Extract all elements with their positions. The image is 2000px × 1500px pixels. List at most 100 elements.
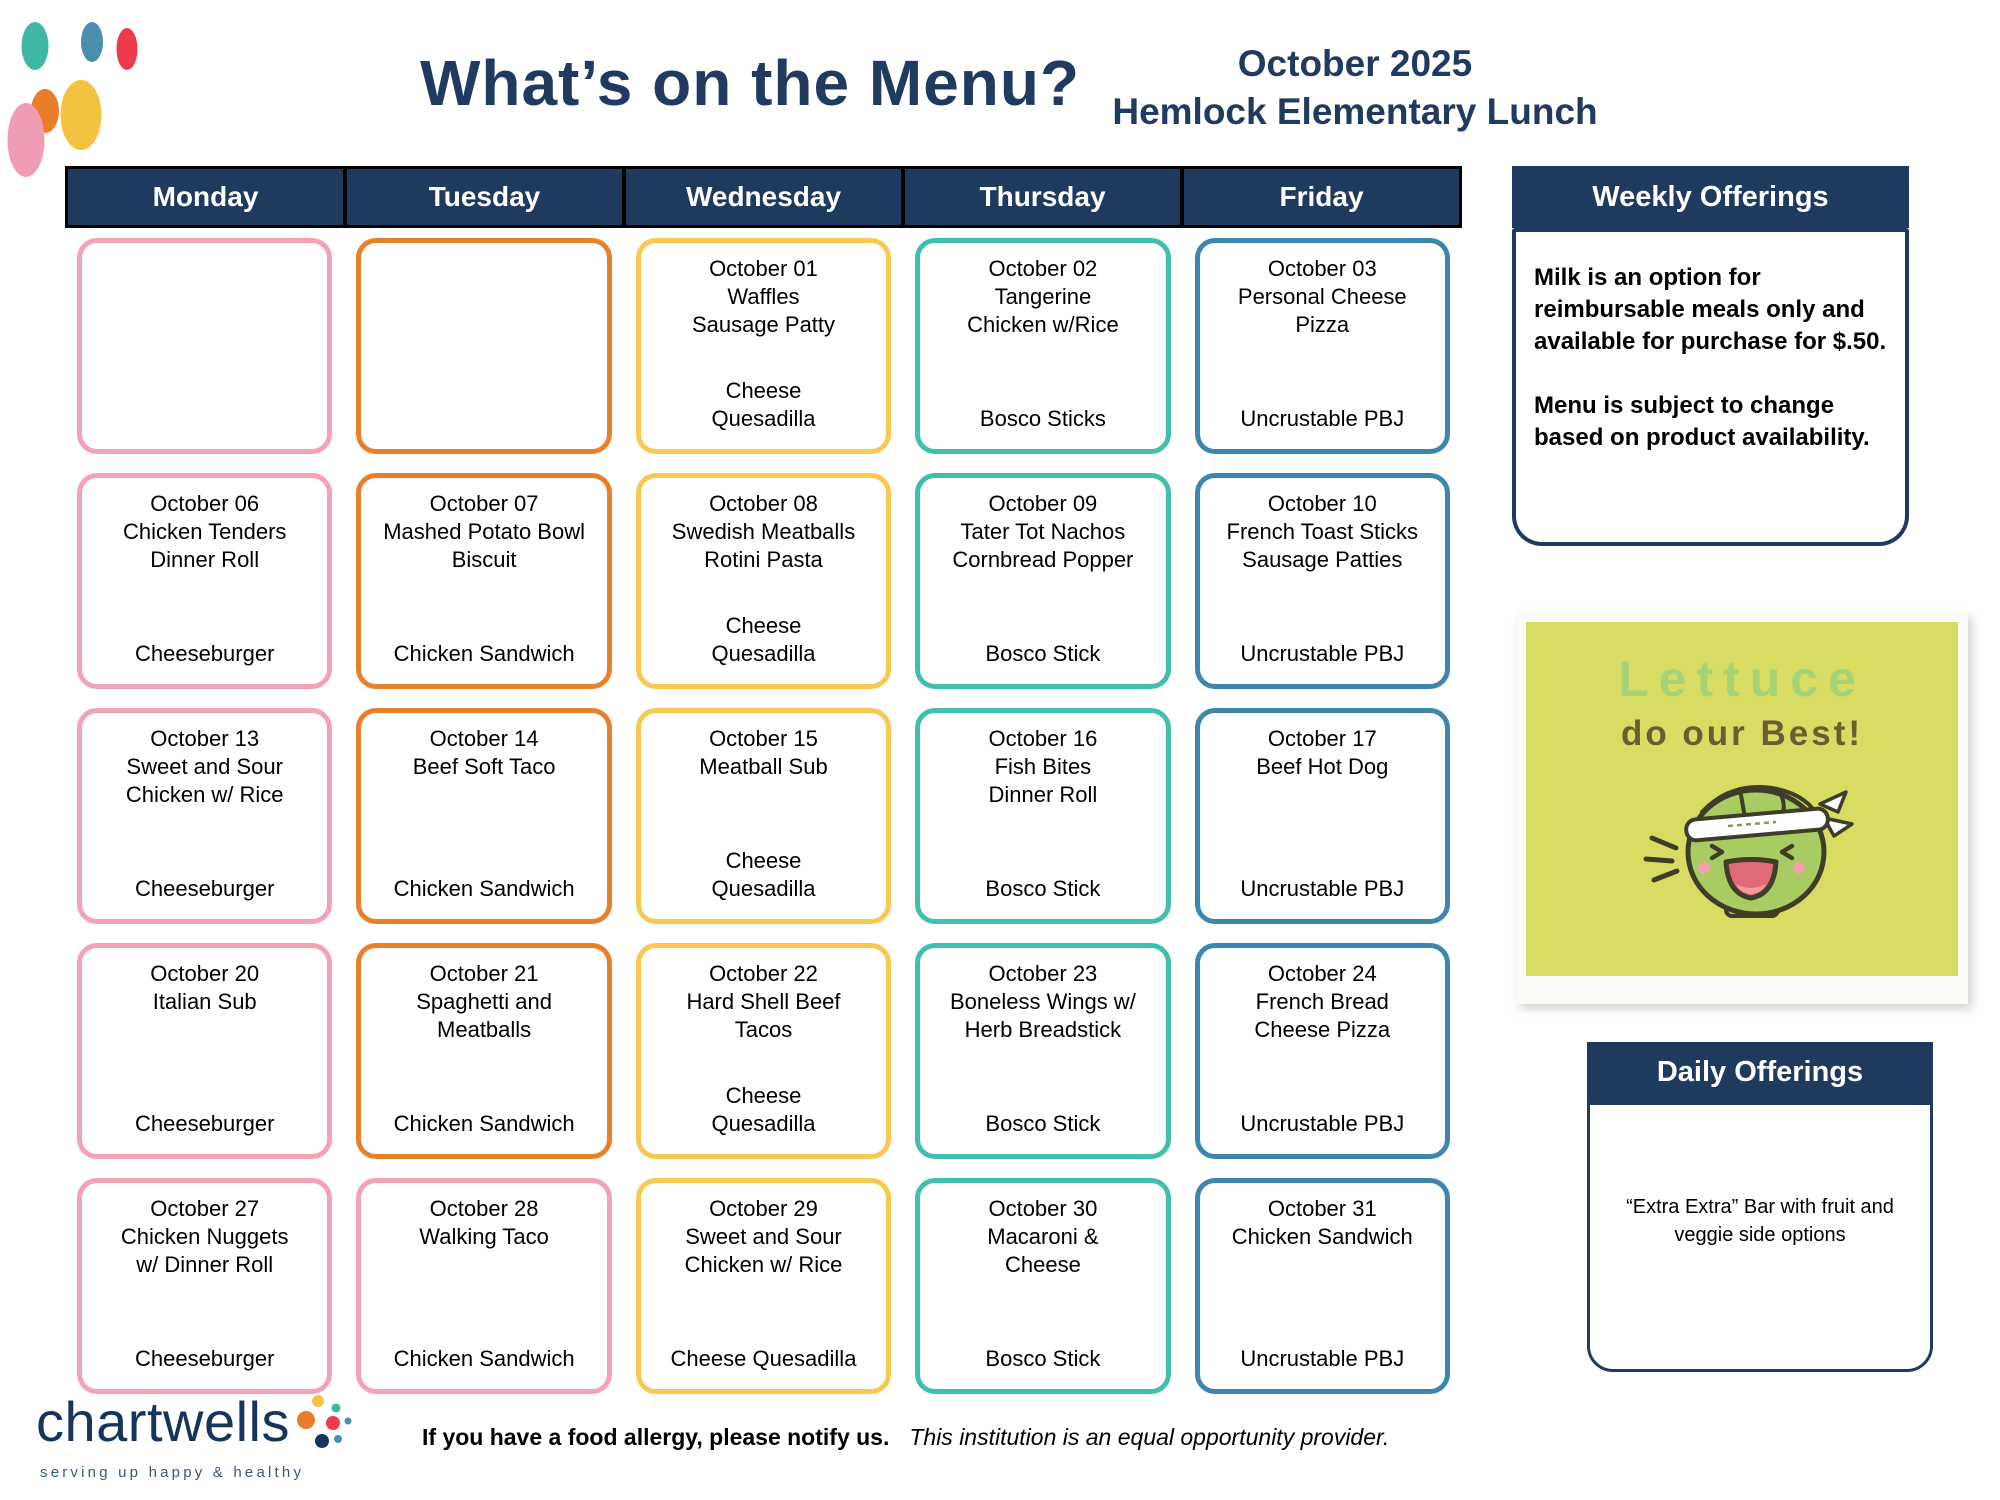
day-header-wednesday: Wednesday — [626, 169, 901, 225]
cell-main-items: October 09 Tater Tot Nachos Cornbread Popp… — [952, 491, 1134, 572]
cell-main-items: October 17 Beef Hot Dog — [1256, 726, 1389, 779]
menu-cell-week1-monday — [77, 238, 333, 454]
weekly-offerings-change-note: Menu is subject to change based on produ… — [1534, 391, 1870, 451]
equal-opportunity-notice: This institution is an equal opportunity… — [909, 1424, 1390, 1450]
menu-cell-week4-thursday: October 23 Boneless Wings w/Herb Breadsti… — [915, 943, 1171, 1159]
cell-main-items: October 30 Macaroni & Cheese — [987, 1196, 1099, 1277]
cell-main-items: October 21 Spaghetti and Meatballs — [416, 961, 552, 1042]
menu-cell-week3-friday: October 17 Beef Hot Dog Uncrustable PBJ — [1194, 708, 1450, 924]
cell-alt-items: Cheeseburger — [134, 876, 275, 902]
menu-cell-week5-thursday: October 30 Macaroni & Cheese Bosco Stick — [915, 1178, 1171, 1394]
poster-title-line2: do our Best! — [1620, 714, 1864, 753]
menu-cell-week1-tuesday — [356, 238, 612, 454]
cell-alt-items: Cheese Quesadilla — [711, 613, 816, 667]
day-header-thursday: Thursday — [905, 169, 1180, 225]
menu-cell-week2-tuesday: October 07 Mashed Potato Bowl Biscuit Chick… — [356, 473, 612, 689]
cell-alt-items: Bosco Sticks — [979, 406, 1106, 432]
calendar-day-header-row: Monday Tuesday Wednesday Thursday Friday — [65, 166, 1462, 228]
daily-offerings-text-line1: “Extra Extra” Bar with fruit and — [1626, 1196, 1894, 1218]
daily-offerings-text-line2: veggie side options — [1674, 1224, 1846, 1246]
cabbage-character-icon — [1643, 785, 1854, 918]
lettuce-poster-art: Lettuce do our Best! — [1526, 622, 1958, 976]
day-header-monday: Monday — [68, 169, 343, 225]
brand-dots-decoration-icon — [7, 22, 138, 177]
cell-alt-items: Bosco Stick — [985, 1346, 1101, 1372]
weekly-offerings-body: Milk is an option for reimbursable meals… — [1512, 228, 1909, 546]
cell-alt-items: Chicken Sandwich — [393, 1346, 575, 1372]
month-label: October 2025 — [1237, 43, 1473, 84]
cell-main-items: October 28 Walking Taco — [419, 1196, 549, 1249]
cell-main-items: October 29 Sweet and Sour Chicken w/ Rice — [684, 1196, 843, 1277]
cell-alt-items: Cheese Quesadilla — [670, 1346, 857, 1372]
school-label: Hemlock Elementary Lunch — [1112, 91, 1598, 133]
menu-cell-week5-tuesday: October 28 Walking Taco Chicken Sandwich — [356, 1178, 612, 1394]
cell-main-items: October 15 Meatball Sub — [699, 726, 828, 779]
cell-main-items: October 16 Fish Bites Dinner Roll — [988, 726, 1098, 807]
cell-alt-items: Uncrustable PBJ — [1240, 1346, 1405, 1372]
menu-cell-week3-thursday: October 16 Fish Bites Dinner Roll Bosco Sti… — [915, 708, 1171, 924]
cell-alt-items: Bosco Stick — [985, 1111, 1101, 1137]
cell-main-items: October 24 French Bread Cheese Pizza — [1254, 961, 1391, 1042]
chartwells-wordmark: chartwells — [36, 1390, 290, 1453]
weekly-offerings-box: Weekly Offerings Milk is an option for r… — [1512, 166, 1909, 546]
chartwells-logo: chartwells serving up happy & healthy — [36, 1394, 356, 1481]
cell-alt-items: Cheese Quesadilla — [711, 848, 816, 902]
day-header-tuesday: Tuesday — [347, 169, 622, 225]
cell-alt-items: Chicken Sandwich — [393, 1111, 575, 1137]
cell-alt-items: Cheese Quesadilla — [711, 1083, 816, 1137]
menu-cell-week2-thursday: October 09 Tater Tot Nachos Cornbread Popp… — [915, 473, 1171, 689]
cell-main-items: October 27 Chicken Nuggets w/ Dinner Roll — [120, 1196, 289, 1277]
menu-cell-week2-wednesday: October 08 Swedish Meatballs Rotini Pasta C… — [635, 473, 892, 689]
cell-alt-items: Uncrustable PBJ — [1240, 876, 1405, 902]
cell-alt-items: Uncrustable PBJ — [1240, 1111, 1405, 1137]
cell-alt-items: Cheese Quesadilla — [711, 378, 816, 432]
cell-main-items: October 03 Personal Cheese Pizza — [1237, 256, 1407, 337]
daily-offerings-body: “Extra Extra” Bar with fruit and veggie … — [1587, 1102, 1933, 1372]
daily-offerings-box: Daily Offerings “Extra Extra” Bar with f… — [1587, 1042, 1933, 1372]
cell-alt-items: Cheeseburger — [134, 641, 275, 667]
chartwells-dots-icon — [296, 1395, 352, 1448]
cell-main-items: October 02 Tangerine Chicken w/Rice — [967, 256, 1119, 337]
cell-main-items: October 22 Hard Shell Beef Tacos — [686, 961, 841, 1042]
menu-cell-week2-friday: October 10 French Toast Sticks Sausage Pat… — [1194, 473, 1450, 689]
cell-main-items: October 14 Beef Soft Taco — [412, 726, 556, 779]
menu-cell-week1-wednesday: October 01 Waffles Sausage Patty Cheese Ques… — [635, 238, 892, 454]
cell-main-items: October 31 Chicken Sandwich — [1231, 1196, 1413, 1249]
cell-alt-items: Uncrustable PBJ — [1240, 641, 1405, 667]
cell-main-items: October 20 Italian Sub — [150, 961, 260, 1014]
cell-alt-items: Bosco Stick — [985, 641, 1101, 667]
cell-main-items: October 01 Waffles Sausage Patty — [691, 256, 836, 337]
cell-main-items: October 08 Swedish Meatballs Rotini Pasta — [671, 491, 856, 572]
menu-cell-week5-friday: October 31 Chicken Sandwich Uncrustable PB… — [1194, 1178, 1450, 1394]
daily-offerings-title: Daily Offerings — [1587, 1042, 1933, 1102]
menu-cell-week4-monday: October 20 Italian Sub Cheeseburger — [77, 943, 333, 1159]
weekly-offerings-title: Weekly Offerings — [1512, 166, 1909, 228]
cell-main-items: October 06 Chicken Tenders Dinner Roll — [122, 491, 287, 572]
lettuce-poster: Lettuce do our Best! — [1516, 612, 1968, 1004]
month-header: October 2025 Hemlock Elementary Lunch — [1060, 40, 1650, 136]
cell-alt-items: Cheeseburger — [134, 1346, 275, 1372]
cell-main-items: October 23 Boneless Wings w/Herb Breadsti… — [949, 961, 1136, 1042]
menu-cell-week3-tuesday: October 14 Beef Soft Taco Chicken Sandwich — [356, 708, 612, 924]
menu-cell-week3-wednesday: October 15 Meatball Sub Cheese Quesadilla — [635, 708, 892, 924]
footer-notices: If you have a food allergy, please notif… — [422, 1424, 1389, 1451]
menu-cell-week1-friday: October 03 Personal Cheese Pizza Uncrustabl… — [1194, 238, 1450, 454]
calendar-body: October 01 Waffles Sausage Patty Cheese Ques… — [65, 228, 1462, 1394]
cell-alt-items: Chicken Sandwich — [393, 641, 575, 667]
menu-cell-week4-wednesday: October 22 Hard Shell Beef Tacos Cheese Ques… — [635, 943, 892, 1159]
menu-cell-week4-friday: October 24 French Bread Cheese Pizza Uncrus… — [1194, 943, 1450, 1159]
menu-cell-week3-monday: October 13 Sweet and Sour Chicken w/ Rice C… — [77, 708, 333, 924]
chartwells-tagline: serving up happy & healthy — [40, 1464, 305, 1481]
cell-alt-items: Uncrustable PBJ — [1240, 406, 1405, 432]
allergy-notice: If you have a food allergy, please notif… — [422, 1424, 890, 1450]
menu-cell-week5-monday: October 27 Chicken Nuggets w/ Dinner Roll C… — [77, 1178, 333, 1394]
weekly-offerings-milk-note: Milk is an option for reimbursable meals… — [1534, 264, 1887, 355]
menu-cell-week1-thursday: October 02 Tangerine Chicken w/Rice Bosco S… — [915, 238, 1171, 454]
day-header-friday: Friday — [1184, 169, 1459, 225]
cell-alt-items: Cheeseburger — [134, 1111, 275, 1137]
poster-title-line1: Lettuce — [1618, 651, 1866, 707]
cell-main-items: October 10 French Toast Sticks Sausage Pat… — [1226, 491, 1419, 572]
menu-cell-week5-wednesday: October 29 Sweet and Sour Chicken w/ Rice C… — [635, 1178, 892, 1394]
menu-cell-week2-monday: October 06 Chicken Tenders Dinner Roll Chee… — [77, 473, 333, 689]
